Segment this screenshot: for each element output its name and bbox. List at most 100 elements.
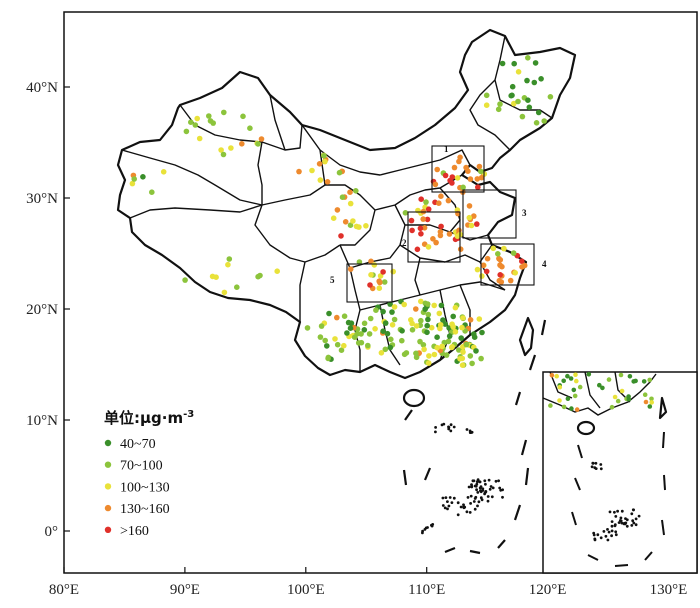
station-dot: [345, 319, 352, 326]
island-dot: [607, 530, 611, 534]
station-dot: [439, 343, 445, 350]
island-dot: [501, 495, 504, 499]
inset-station-dot: [641, 379, 647, 384]
station-dot: [468, 222, 475, 229]
legend-swatch: [104, 461, 112, 468]
station-dot: [436, 200, 442, 206]
station-dot: [418, 317, 424, 324]
island-dot: [630, 512, 634, 516]
inset-station-dot: [612, 394, 618, 400]
station-dot: [380, 269, 386, 275]
station-dot: [497, 272, 504, 278]
island-dot: [473, 507, 477, 511]
province-boundaries: [121, 35, 553, 372]
station-dot: [510, 250, 517, 256]
station-dot: [347, 200, 354, 207]
station-dot: [457, 246, 464, 252]
station-dot: [451, 164, 458, 171]
station-dot: [382, 320, 389, 326]
island-dot: [630, 524, 634, 527]
island-dot: [616, 509, 619, 513]
island-dot: [608, 510, 612, 514]
station-dot: [413, 306, 419, 312]
station-dot: [479, 329, 485, 336]
station-dot: [304, 325, 311, 331]
island-dot: [620, 521, 624, 525]
station-dot: [380, 308, 386, 315]
station-dot: [351, 334, 358, 341]
station-dot: [317, 177, 324, 183]
region-box-4: [480, 243, 535, 286]
station-dot: [449, 180, 455, 186]
station-dot: [424, 329, 430, 336]
station-dot: [413, 323, 420, 329]
station-dot: [401, 301, 408, 308]
station-dot: [373, 307, 379, 314]
station-dot: [434, 334, 440, 341]
station-dot: [381, 279, 388, 285]
station-dot: [532, 60, 539, 66]
station-dot: [466, 203, 473, 209]
station-dot: [519, 258, 525, 265]
island-dot: [484, 490, 488, 494]
station-dot: [490, 245, 497, 252]
china-border: [116, 28, 577, 380]
island-dot: [470, 430, 474, 434]
station-dot: [371, 262, 378, 268]
island-dot: [442, 422, 446, 426]
station-dot: [382, 346, 389, 353]
station-dot: [257, 272, 263, 279]
station-dot: [421, 225, 428, 231]
island-dot: [479, 489, 482, 493]
island-dot: [617, 521, 621, 524]
station-dot: [182, 277, 188, 283]
station-dot: [452, 329, 459, 335]
station-dot: [220, 151, 227, 158]
inset-station-dot: [573, 372, 578, 378]
island-dot: [613, 510, 616, 514]
station-dot: [454, 233, 461, 239]
station-dot: [206, 113, 212, 119]
station-dot: [338, 233, 344, 239]
island-dot: [591, 461, 595, 465]
station-dot: [476, 163, 483, 170]
island-dot: [599, 467, 603, 471]
inset-station-dot: [597, 382, 602, 388]
station-dot: [458, 335, 465, 341]
station-dot: [433, 239, 439, 246]
region-box-2: [407, 211, 461, 263]
station-dot: [403, 350, 410, 356]
station-dot: [428, 324, 435, 331]
island-dot: [447, 504, 451, 508]
inset-station-dot: [561, 378, 566, 384]
island-dot: [478, 480, 481, 484]
station-dot: [309, 167, 315, 174]
station-dot: [339, 194, 346, 200]
legend-swatch: [104, 483, 112, 490]
island-dot: [469, 502, 472, 505]
island-dot: [599, 536, 603, 540]
island-dot: [472, 500, 476, 503]
station-dot: [501, 245, 507, 252]
station-dot: [321, 153, 327, 159]
island-dot: [590, 465, 594, 469]
station-dot: [408, 217, 415, 224]
station-dot: [353, 188, 359, 194]
inset-station-dot: [557, 384, 563, 390]
station-dot: [437, 232, 444, 239]
station-dot: [418, 298, 424, 305]
station-dot: [547, 94, 554, 100]
station-dot: [376, 285, 383, 292]
legend-item-label: >160: [120, 524, 149, 539]
station-dot: [372, 326, 378, 332]
inset-station-dot: [649, 396, 654, 402]
region-box-2-label: 2: [402, 238, 407, 248]
inset-station-dot: [586, 372, 592, 377]
station-dot: [434, 166, 441, 173]
inset-station-dot: [626, 396, 632, 402]
station-dot: [512, 270, 518, 276]
station-dot: [479, 273, 485, 279]
station-dot: [541, 118, 547, 124]
island-dot: [446, 500, 449, 503]
station-dot: [341, 313, 348, 320]
